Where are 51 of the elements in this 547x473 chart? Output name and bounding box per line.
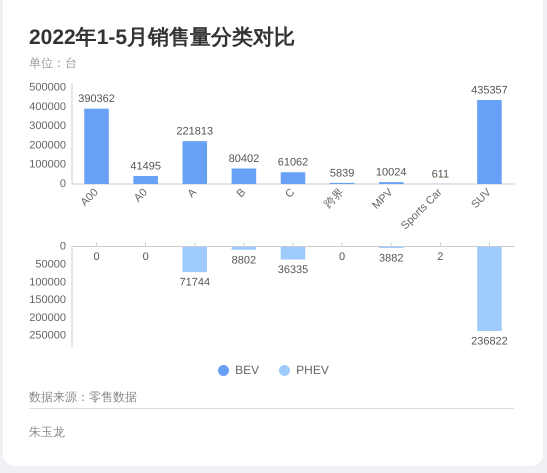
data-label: 390362 (78, 93, 115, 106)
y-tick-label: 0 (60, 178, 66, 190)
data-label: 435357 (471, 84, 508, 96)
data-label: 80402 (228, 153, 260, 166)
chart-title: 2022年1-5月销售量分类对比 (29, 25, 296, 51)
y-tick-label: 300000 (29, 120, 66, 132)
data-label: 8802 (232, 254, 256, 266)
x-tick-label: C (283, 186, 298, 201)
bar (477, 246, 502, 332)
legend-label: PHEV (296, 362, 329, 378)
data-label: 0 (339, 251, 346, 264)
x-tick-label: A0 (132, 186, 150, 204)
data-label: 0 (93, 251, 100, 264)
bar (280, 172, 306, 184)
text: 朱玉龙 (29, 424, 65, 440)
data-label: 61062 (278, 156, 308, 169)
data-label: 3882 (378, 252, 404, 265)
data-label: 236822 (471, 336, 508, 348)
y-tick-label: 0 (60, 240, 66, 253)
bar (232, 168, 256, 184)
bar (182, 141, 208, 184)
bar (133, 176, 158, 184)
data-label: 611 (432, 168, 450, 180)
data-label: 2 (437, 251, 444, 264)
y-tick-label: 200000 (29, 312, 66, 324)
chart-subtitle: 单位：台 (29, 55, 77, 71)
y-tick-label: 400000 (29, 100, 66, 113)
data-label: 221813 (176, 126, 214, 138)
bar (84, 108, 109, 184)
legend-label: BEV (235, 362, 260, 378)
bar (280, 246, 306, 260)
x-tick-label: A00 (78, 186, 101, 209)
data-label: 36335 (278, 264, 308, 276)
x-tick-label: A (185, 186, 200, 200)
x-tick-label: B (234, 186, 248, 200)
data-label: 0 (142, 251, 149, 264)
source-note: 数据来源：零售数据 (29, 389, 137, 405)
y-tick-label: 50000 (35, 258, 66, 270)
y-tick-label: 200000 (29, 139, 66, 152)
y-tick-label: 150000 (29, 294, 66, 306)
data-label: 41495 (130, 160, 161, 173)
y-tick-label: 250000 (29, 330, 66, 342)
y-tick-label: 100000 (29, 276, 66, 288)
bar (182, 246, 208, 272)
bar (477, 100, 502, 184)
y-tick-label: 100000 (29, 158, 66, 171)
data-label: 10024 (376, 166, 407, 179)
y-tick-label: 500000 (29, 81, 66, 94)
x-tick-label: 跨界 (322, 186, 346, 210)
data-label: 71744 (179, 276, 210, 289)
data-label: 5839 (330, 167, 354, 180)
